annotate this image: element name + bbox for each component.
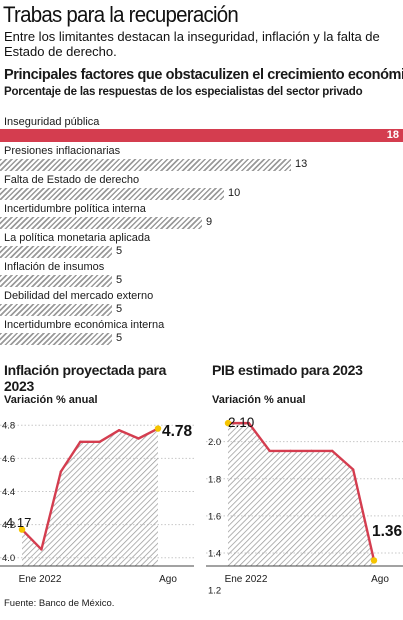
gdp-chart: 1.2 1.4 1.6 1.8 2.0 2.10 1.36 Ene 2022 Ago <box>206 415 403 597</box>
series-line <box>21 427 159 551</box>
highlight-marker <box>370 557 378 564</box>
page-subtitle: Entre los limitantes destacan la insegur… <box>4 29 380 59</box>
y-tick-label: 1.2 <box>208 586 221 597</box>
bar-value-label: 5 <box>116 303 123 315</box>
bar <box>0 130 403 142</box>
source-note: Fuente: Banco de México. <box>4 598 115 609</box>
bar-label: Falta de Estado de derecho <box>4 174 140 186</box>
highlight-marker <box>18 526 26 533</box>
y-tick-label: 1.8 <box>208 474 221 485</box>
bar-value-label: 10 <box>228 187 241 199</box>
bar <box>0 333 112 345</box>
x-tick-label: Ago <box>159 574 177 585</box>
x-tick-label: Ene 2022 <box>225 574 268 585</box>
data-label: 4.17 <box>6 515 31 530</box>
highlight-marker <box>224 419 232 427</box>
bar-chart-subtitle: Porcentaje de las respuestas de los espe… <box>4 86 363 98</box>
data-point <box>98 440 101 444</box>
bar-value-label: 9 <box>206 216 213 228</box>
inflation-chart-subtitle: Variación % anual <box>4 394 98 406</box>
data-point <box>59 470 63 473</box>
data-point <box>351 468 355 471</box>
data-point <box>79 440 82 444</box>
data-point <box>117 429 121 432</box>
inflation-chart-title: Inflación proyectada para 2023 <box>4 362 167 394</box>
data-point <box>137 437 140 440</box>
y-tick-label: 2.0 <box>208 437 221 448</box>
bar-value-label: 5 <box>116 332 123 344</box>
data-point <box>289 449 292 453</box>
series-line <box>228 421 376 561</box>
y-tick-label: 4.8 <box>2 421 15 432</box>
gdp-chart-title: PIB estimado para 2023 <box>212 362 363 378</box>
bar-label: Debilidad del mercado externo <box>4 290 154 302</box>
bar <box>0 159 291 171</box>
x-tick-label: Ago <box>371 574 389 585</box>
bar <box>0 275 112 287</box>
highlight-marker <box>154 425 162 432</box>
bar-value-label: 18 <box>386 129 399 141</box>
gdp-chart-subtitle: Variación % anual <box>212 394 306 406</box>
bar <box>0 304 112 316</box>
bar-value-label: 13 <box>295 158 308 170</box>
bar <box>0 188 224 200</box>
y-tick-label: 4.0 <box>2 553 15 564</box>
bar-label: La política monetaria aplicada <box>4 232 151 244</box>
y-tick-label: 1.4 <box>208 549 221 560</box>
data-point <box>247 421 251 425</box>
bar <box>0 246 112 258</box>
inflation-chart: 4.0 4.2 4.4 4.6 4.8 4.17 4.78 Ene 2022 Ago <box>0 421 194 585</box>
data-point <box>331 449 334 453</box>
data-point <box>40 548 43 551</box>
data-label: 4.78 <box>162 423 193 440</box>
x-tick-label: Ene 2022 <box>19 574 62 585</box>
y-tick-label: 4.4 <box>2 487 15 498</box>
data-point <box>268 449 271 453</box>
bar-label: Inflación de insumos <box>4 261 105 273</box>
bar-label: Incertidumbre económica interna <box>4 319 165 331</box>
bar-value-label: 5 <box>116 245 123 257</box>
y-tick-label: 4.2 <box>2 520 15 531</box>
y-tick-label: 4.6 <box>2 454 15 465</box>
bar-value-label: 5 <box>116 274 123 286</box>
bar-label: Incertidumbre política interna <box>4 203 146 215</box>
bar-label: Presiones inflacionarias <box>4 145 121 157</box>
page-title: Trabas para la recuperación <box>3 2 239 27</box>
bar-chart-title: Principales factores que obstaculizen el… <box>4 67 403 83</box>
area-fill <box>22 428 158 566</box>
data-point <box>310 449 313 453</box>
y-tick-label: 1.6 <box>208 511 221 522</box>
highlight-rule <box>0 129 403 130</box>
data-label: 1.36 <box>372 523 403 540</box>
bar-label: Inseguridad pública <box>4 116 100 128</box>
data-label: 2.10 <box>228 415 254 430</box>
bar <box>0 217 202 229</box>
area-fill <box>228 423 374 566</box>
